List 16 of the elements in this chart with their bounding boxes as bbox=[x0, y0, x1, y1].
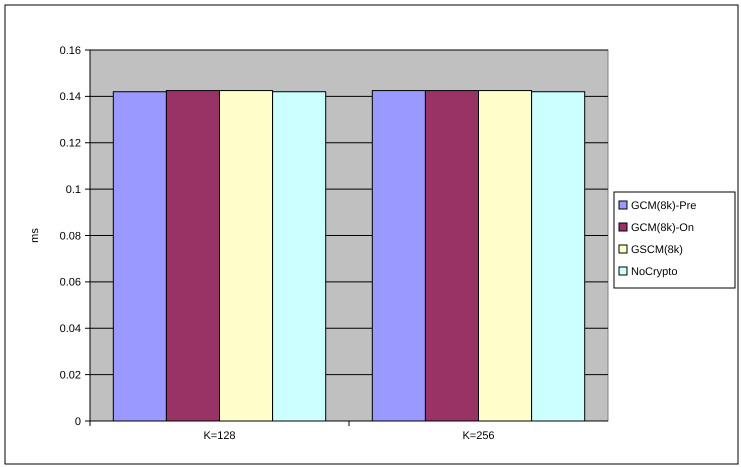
y-tick-label: 0.1 bbox=[66, 184, 81, 196]
y-axis-title: ms bbox=[29, 228, 41, 243]
y-tick-label: 0.16 bbox=[60, 44, 81, 57]
legend-label: GCM(8k)-On bbox=[631, 222, 694, 234]
y-tick-label: 0.12 bbox=[60, 138, 81, 150]
legend-label: GCM(8k)-Pre bbox=[631, 200, 696, 212]
x-tick-label: K=128 bbox=[203, 430, 236, 442]
y-tick-label: 0.14 bbox=[60, 91, 81, 104]
legend-label: GSCM(8k) bbox=[631, 244, 683, 256]
y-tick-label: 0.08 bbox=[60, 230, 81, 242]
y-tick-label: 0.04 bbox=[60, 323, 81, 336]
y-tick-label: 0 bbox=[74, 416, 81, 428]
x-tick-label: K=256 bbox=[462, 430, 495, 442]
y-tick-label: 0.02 bbox=[60, 369, 81, 382]
legend-label: NoCrypto bbox=[631, 266, 678, 278]
y-tick-label: 0.06 bbox=[60, 276, 81, 289]
